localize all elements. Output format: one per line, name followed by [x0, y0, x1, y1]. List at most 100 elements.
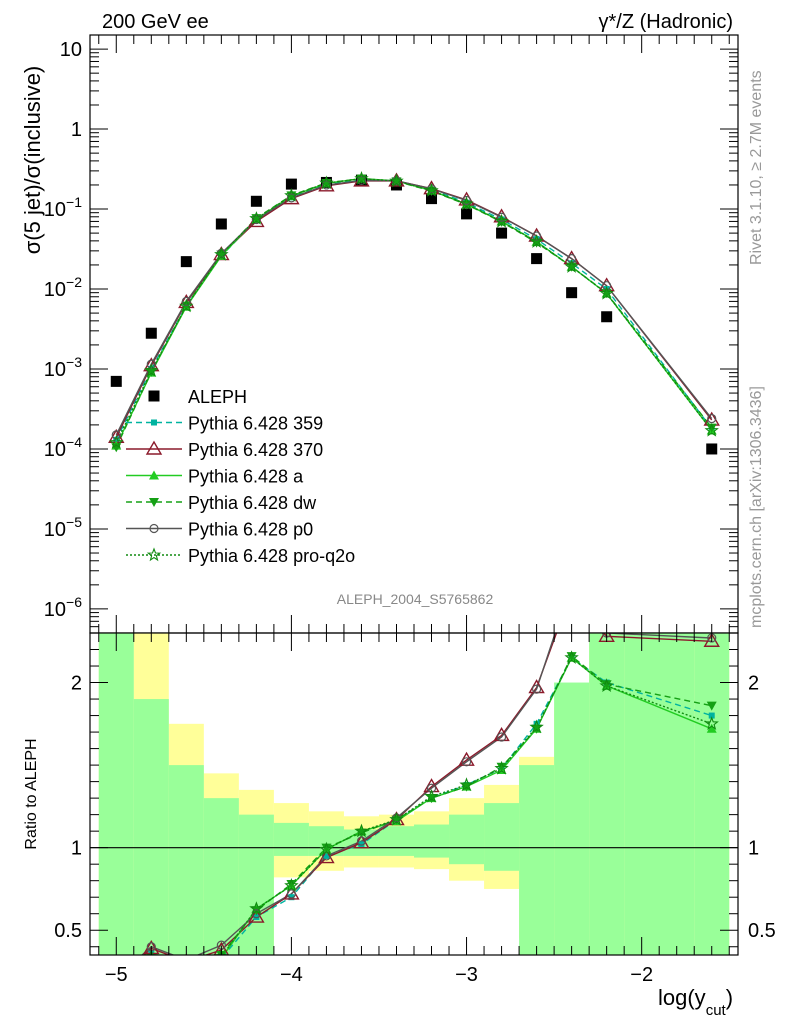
- point-ppro: [459, 196, 474, 210]
- y-tick-label-base: 10: [44, 439, 66, 461]
- y-tick-label: 10−1: [44, 194, 82, 221]
- ratio-point-pdw: [146, 954, 157, 955]
- point-aleph: [145, 327, 157, 339]
- point-ppro: [529, 234, 544, 248]
- point-pp0: [567, 254, 577, 264]
- point-aleph: [250, 195, 262, 207]
- ratio-point-p359: [288, 894, 295, 901]
- point-ppro: [354, 170, 369, 185]
- point-pp0: [181, 296, 191, 307]
- point-ppro: [319, 175, 334, 190]
- ratio-point-pdw: [496, 762, 507, 772]
- ratio-point-pp0: [182, 956, 190, 964]
- band-inner-bin: [238, 814, 274, 955]
- legend-marker-pp0: [149, 523, 159, 534]
- x-axis-title-sub: cut: [706, 1002, 727, 1019]
- point-aleph: [461, 208, 473, 220]
- ratio-point-pp0: [286, 889, 297, 899]
- y-tick-label-base: 10: [60, 39, 82, 61]
- y-tick-label-exp: −3: [66, 354, 82, 370]
- band-inner-bin: [273, 822, 309, 856]
- ratio-point-pdw: [181, 963, 191, 972]
- point-ppro: [599, 285, 614, 300]
- legend-entry: Pythia 6.428 a: [126, 467, 304, 487]
- legend-entry: Pythia 6.428 359: [126, 414, 323, 434]
- band-inner-bin: [378, 826, 414, 856]
- band-inner-bin: [449, 814, 485, 865]
- ratio-series: [141, 579, 720, 972]
- ratio-point-pp0: [496, 732, 507, 742]
- band-inner-bin: [203, 798, 239, 955]
- legend-marker-aleph: [148, 390, 160, 402]
- legend-entry: Pythia 6.428 p0: [126, 520, 313, 540]
- main-series: [108, 170, 720, 455]
- band-inner-bin: [98, 633, 134, 955]
- mcplots-label: mcplots.cern.ch [arXiv:1306.3436]: [748, 386, 765, 628]
- y-tick-label-exp: −1: [66, 194, 82, 210]
- point-pdw: [146, 367, 157, 377]
- ratio-y-ticks: 0.5 0.5 1 1 2 2: [54, 649, 776, 948]
- band-inner-bin: [414, 824, 450, 858]
- ratio-point-ppro: [319, 841, 334, 856]
- point-pp0: [602, 281, 612, 291]
- y-tick-label-base: 10: [44, 359, 66, 381]
- ratio-point-p359: [218, 955, 224, 961]
- point-pp0: [286, 193, 297, 203]
- y-tick-label: 10: [60, 39, 82, 61]
- y-tick-label-exp: −4: [66, 434, 82, 450]
- point-pp0: [531, 231, 542, 241]
- ratio-point-ppro: [494, 760, 509, 775]
- point-pp0: [496, 212, 507, 222]
- main-frame: [89, 34, 739, 634]
- point-aleph: [426, 193, 438, 205]
- ratio-point-ppro: [704, 716, 719, 730]
- legend-entry: Pythia 6.428 370: [126, 440, 323, 460]
- point-pp0: [146, 359, 156, 369]
- point-aleph: [706, 443, 718, 455]
- ratio-point-p370: [185, 953, 188, 955]
- ratio-point-ppro: [564, 650, 579, 664]
- ratio-point-ppro: [599, 678, 614, 692]
- ratio-point-p359: [708, 712, 715, 719]
- x-tick-label: −2: [630, 964, 653, 986]
- ratio-point-ppro: [354, 823, 369, 838]
- band-inner-bin: [624, 633, 695, 955]
- x-axis-title-close: ): [726, 985, 733, 1010]
- legend-marker-p370: [145, 440, 163, 455]
- y-tick-label: 1: [71, 119, 82, 141]
- ratio-point-pdw: [566, 652, 577, 662]
- ratio-panel: 0.5 0.5 1 1 2 2 −5 −4 −3 −2: [54, 35, 776, 986]
- ratio-point-pa: [706, 723, 717, 733]
- ratio-point-pdw: [321, 843, 332, 853]
- point-ppro: [109, 435, 124, 449]
- ratio-point-pp0: [568, 579, 576, 587]
- ratio-point-ppro: [181, 961, 192, 972]
- ratio-point-p359: [183, 964, 189, 970]
- band-inner-bin: [484, 803, 520, 871]
- ratio-point-pa: [181, 963, 191, 972]
- legend-entry: Pythia 6.428 pro-q2o: [126, 546, 355, 566]
- legend-label: ALEPH: [188, 387, 247, 407]
- y-tick-label: 10−4: [44, 434, 82, 461]
- point-ppro: [179, 298, 194, 313]
- point-pp0: [321, 180, 332, 190]
- ratio-point-ppro: [459, 777, 474, 792]
- ratio-point-ppro: [529, 719, 544, 734]
- point-pdw: [706, 423, 717, 433]
- ratio-ylabel: Ratio to ALEPH: [23, 738, 40, 849]
- point-pp0: [707, 413, 717, 424]
- band-inner-bin: [554, 682, 590, 955]
- x-axis-title-main: log(y: [658, 985, 706, 1010]
- ratio-point-p359: [323, 852, 330, 859]
- legend-label: Pythia 6.428 pro-q2o: [188, 546, 355, 566]
- point-pp0: [461, 195, 472, 206]
- point-ppro: [249, 211, 264, 225]
- ratio-point-p370: [565, 585, 579, 597]
- ratio-y-tick-label: 1: [71, 838, 82, 860]
- y-tick-label-exp: −2: [66, 274, 82, 290]
- legend-marker-p359: [151, 419, 157, 426]
- legend-marker-ppro: [146, 547, 162, 562]
- y-tick-label-base: 1: [71, 119, 82, 141]
- ratio-point-ppro: [389, 812, 404, 826]
- legend: ALEPH Pythia 6.428 359 Pythia 6.428 370 Pyt…: [126, 387, 355, 566]
